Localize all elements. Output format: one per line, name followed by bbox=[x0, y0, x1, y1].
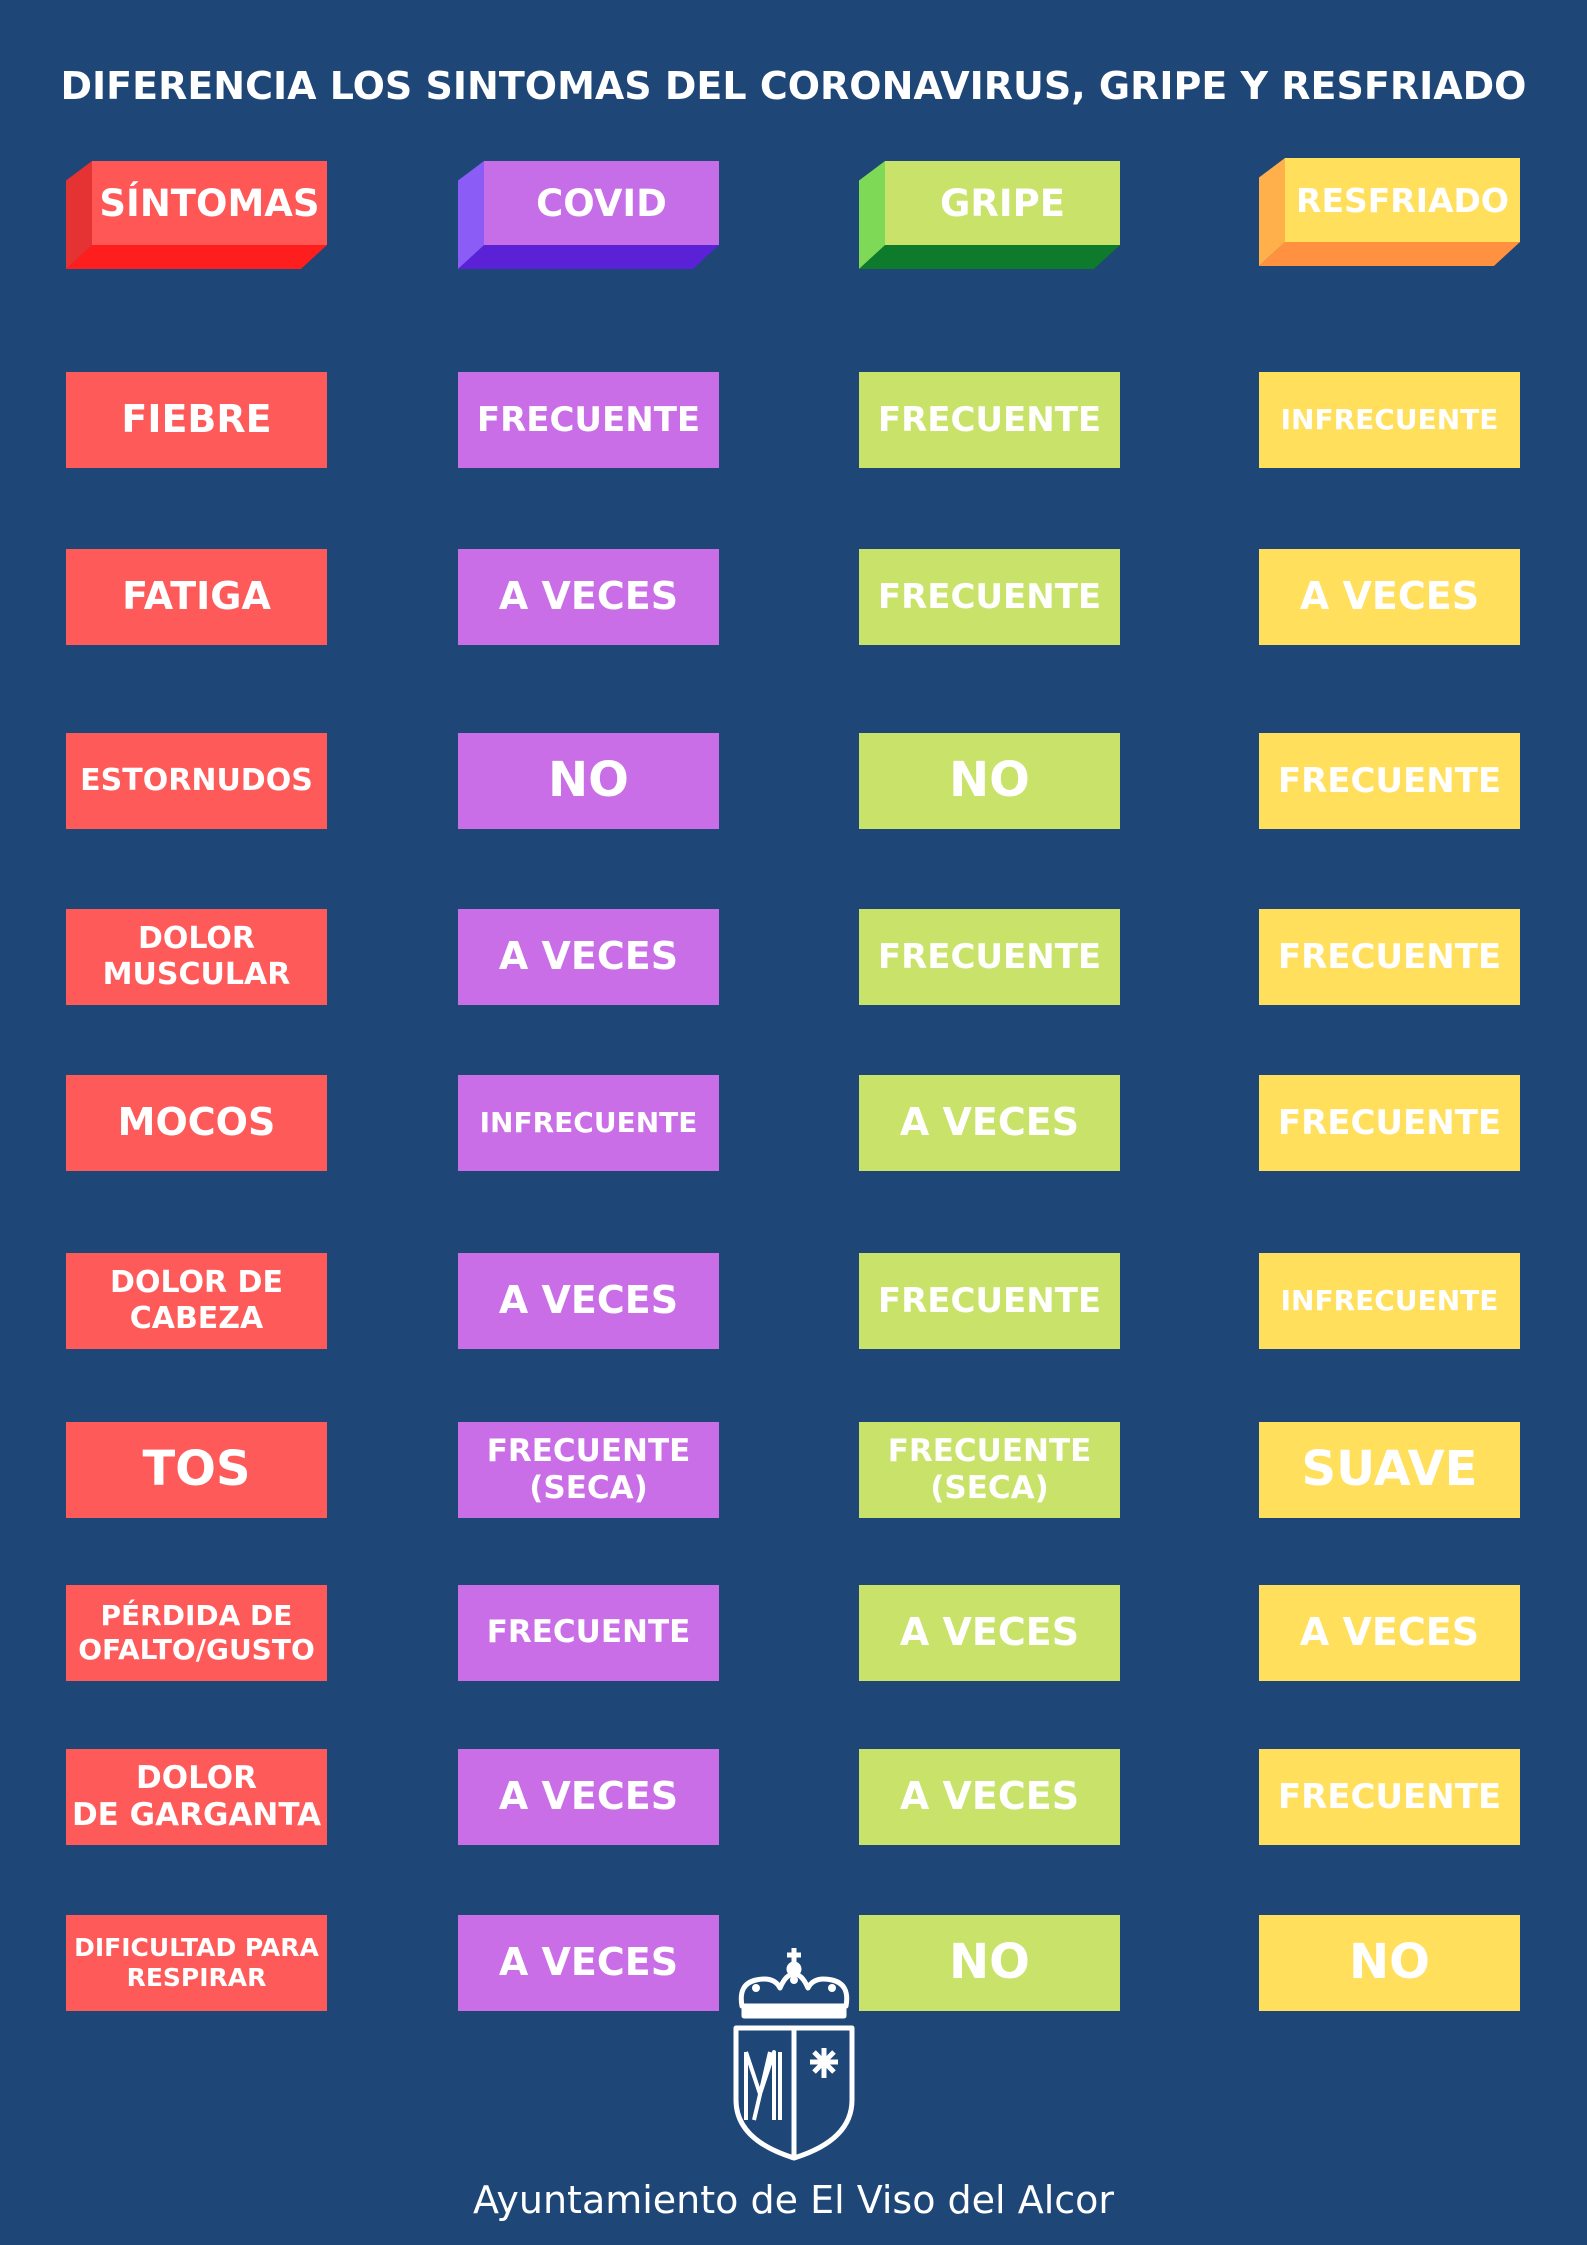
gripe-cell: FRECUENTE (SECA) bbox=[859, 1422, 1120, 1518]
resfriado-cell: A VECES bbox=[1259, 549, 1520, 645]
gripe-cell: A VECES bbox=[859, 1585, 1120, 1681]
page-title: DIFERENCIA LOS SINTOMAS DEL CORONAVIRUS,… bbox=[60, 64, 1527, 108]
gripe-cell-label: FRECUENTE bbox=[877, 936, 1102, 977]
symptom-cell: ESTORNUDOS bbox=[66, 733, 327, 829]
covid-cell-label: A VECES bbox=[498, 1774, 679, 1819]
gripe-cell-label: NO bbox=[949, 752, 1030, 809]
gripe-cell: NO bbox=[859, 733, 1120, 829]
symptom-cell: PÉRDIDA DE OFALTO/GUSTO bbox=[66, 1585, 327, 1681]
resfriado-cell: FRECUENTE bbox=[1259, 1075, 1520, 1171]
resfriado-cell-label: NO bbox=[1349, 1934, 1430, 1991]
resfriado-cell-label: A VECES bbox=[1299, 1610, 1480, 1655]
covid-cell: A VECES bbox=[458, 549, 719, 645]
covid-cell: FRECUENTE bbox=[458, 372, 719, 468]
gripe-cell: NO bbox=[859, 1915, 1120, 2011]
header-label: COVID bbox=[484, 161, 719, 245]
covid-cell-label: A VECES bbox=[498, 1940, 679, 1985]
covid-cell: A VECES bbox=[458, 1253, 719, 1349]
resfriado-cell: NO bbox=[1259, 1915, 1520, 2011]
symptom-cell-label: DOLOR DE GARGANTA bbox=[71, 1759, 322, 1833]
symptom-cell: TOS bbox=[66, 1422, 327, 1518]
covid-cell: A VECES bbox=[458, 1915, 719, 2011]
gripe-cell: FRECUENTE bbox=[859, 1253, 1120, 1349]
resfriado-cell-label: FRECUENTE bbox=[1277, 936, 1502, 977]
header-bottom bbox=[458, 245, 719, 269]
symptom-cell-label: DOLOR DE CABEZA bbox=[110, 1265, 283, 1336]
covid-cell-label: NO bbox=[548, 752, 629, 809]
header-label: SÍNTOMAS bbox=[92, 161, 327, 245]
coat-of-arms-icon bbox=[733, 1948, 855, 2161]
resfriado-cell: FRECUENTE bbox=[1259, 1749, 1520, 1845]
gripe-cell-label: FRECUENTE bbox=[877, 1280, 1102, 1321]
symptom-cell-label: DIFICULTAD PARA RESPIRAR bbox=[74, 1933, 319, 1992]
symptom-cell: DOLOR DE GARGANTA bbox=[66, 1749, 327, 1845]
resfriado-cell-label: FRECUENTE bbox=[1277, 1776, 1502, 1817]
resfriado-cell-label: SUAVE bbox=[1301, 1441, 1478, 1498]
covid-cell: FRECUENTE bbox=[458, 1585, 719, 1681]
gripe-cell: FRECUENTE bbox=[859, 909, 1120, 1005]
resfriado-cell: INFRECUENTE bbox=[1259, 1253, 1520, 1349]
header-resfriado: RESFRIADO bbox=[1259, 158, 1520, 266]
resfriado-cell-label: FRECUENTE bbox=[1277, 1102, 1502, 1143]
resfriado-cell: A VECES bbox=[1259, 1585, 1520, 1681]
gripe-cell-label: A VECES bbox=[899, 1774, 1080, 1819]
symptom-cell: FATIGA bbox=[66, 549, 327, 645]
covid-cell: A VECES bbox=[458, 1749, 719, 1845]
resfriado-cell-label: FRECUENTE bbox=[1277, 760, 1502, 801]
header-label: RESFRIADO bbox=[1285, 158, 1520, 242]
gripe-cell-label: FRECUENTE bbox=[877, 399, 1102, 440]
gripe-cell: FRECUENTE bbox=[859, 549, 1120, 645]
covid-cell-label: A VECES bbox=[498, 1278, 679, 1323]
gripe-cell: A VECES bbox=[859, 1075, 1120, 1171]
gripe-cell: A VECES bbox=[859, 1749, 1120, 1845]
covid-cell-label: INFRECUENTE bbox=[479, 1106, 698, 1140]
resfriado-cell: INFRECUENTE bbox=[1259, 372, 1520, 468]
symptom-cell: FIEBRE bbox=[66, 372, 327, 468]
resfriado-cell: SUAVE bbox=[1259, 1422, 1520, 1518]
header-bottom bbox=[859, 245, 1120, 269]
footer-text: Ayuntamiento de El Viso del Alcor bbox=[472, 2178, 1115, 2222]
covid-cell-label: FRECUENTE bbox=[486, 1614, 691, 1651]
symptom-cell-label: FATIGA bbox=[122, 574, 271, 619]
symptom-cell-label: DOLOR MUSCULAR bbox=[102, 921, 291, 992]
gripe-cell: FRECUENTE bbox=[859, 372, 1120, 468]
symptom-cell: DOLOR MUSCULAR bbox=[66, 909, 327, 1005]
resfriado-cell: FRECUENTE bbox=[1259, 733, 1520, 829]
header-covid: COVID bbox=[458, 161, 719, 269]
covid-cell-label: A VECES bbox=[498, 934, 679, 979]
covid-cell-label: FRECUENTE (SECA) bbox=[486, 1432, 691, 1506]
covid-cell: INFRECUENTE bbox=[458, 1075, 719, 1171]
symptom-cell-label: PÉRDIDA DE OFALTO/GUSTO bbox=[78, 1599, 315, 1666]
gripe-cell-label: NO bbox=[949, 1934, 1030, 1991]
header-bottom bbox=[66, 245, 327, 269]
resfriado-cell: FRECUENTE bbox=[1259, 909, 1520, 1005]
symptom-cell-label: MOCOS bbox=[117, 1100, 276, 1145]
symptom-cell-label: TOS bbox=[142, 1441, 251, 1498]
resfriado-cell-label: INFRECUENTE bbox=[1280, 403, 1499, 437]
symptom-cell: DOLOR DE CABEZA bbox=[66, 1253, 327, 1349]
gripe-cell-label: FRECUENTE (SECA) bbox=[887, 1432, 1092, 1506]
gripe-cell-label: FRECUENTE bbox=[877, 576, 1102, 617]
covid-cell: A VECES bbox=[458, 909, 719, 1005]
covid-cell: NO bbox=[458, 733, 719, 829]
covid-cell-label: A VECES bbox=[498, 574, 679, 619]
symptom-cell-label: FIEBRE bbox=[121, 397, 272, 442]
resfriado-cell-label: A VECES bbox=[1299, 574, 1480, 619]
symptom-cell: MOCOS bbox=[66, 1075, 327, 1171]
header-gripe: GRIPE bbox=[859, 161, 1120, 269]
resfriado-cell-label: INFRECUENTE bbox=[1280, 1284, 1499, 1318]
gripe-cell-label: A VECES bbox=[899, 1610, 1080, 1655]
symptom-cell-label: ESTORNUDOS bbox=[80, 763, 313, 798]
header-sintomas: SÍNTOMAS bbox=[66, 161, 327, 269]
header-bottom bbox=[1259, 242, 1520, 266]
gripe-cell-label: A VECES bbox=[899, 1100, 1080, 1145]
header-label: GRIPE bbox=[885, 161, 1120, 245]
covid-cell-label: FRECUENTE bbox=[476, 399, 701, 440]
covid-cell: FRECUENTE (SECA) bbox=[458, 1422, 719, 1518]
symptom-cell: DIFICULTAD PARA RESPIRAR bbox=[66, 1915, 327, 2011]
